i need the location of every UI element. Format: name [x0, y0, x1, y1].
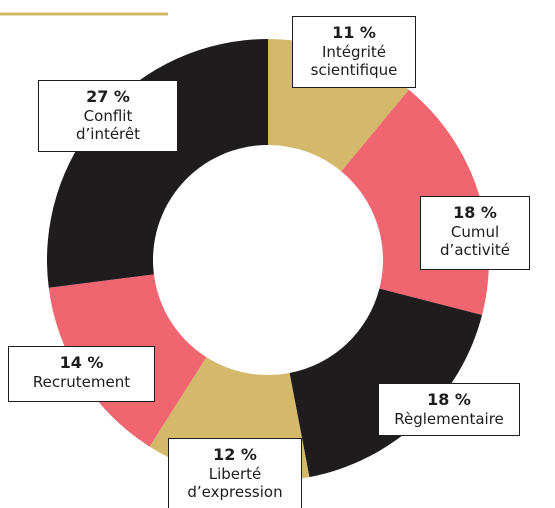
value-label: 27 %: [86, 87, 130, 106]
value-label: 12 %: [213, 445, 257, 464]
value-label: 18 %: [453, 203, 497, 222]
category-label: Intégrité: [321, 43, 386, 61]
donut-segment: [46, 39, 268, 288]
segment-label: 11 % Intégrité scientifique: [292, 16, 416, 88]
value-label: 14 %: [59, 353, 104, 372]
category-label: Liberté: [208, 465, 262, 483]
category-label: Recrutement: [32, 373, 131, 391]
donut-segment: [289, 288, 483, 478]
value-label: 18 %: [427, 390, 471, 409]
segment-label: 18 % Cumul d’activité: [420, 196, 530, 270]
segment-label: 27 % Conflit d’intérêt: [38, 80, 178, 152]
category-label: d’intérêt: [75, 125, 141, 143]
segment-label: 18 % Règlementaire: [378, 383, 520, 436]
category-label: d’expression: [187, 483, 283, 501]
category-label: Règlementaire: [394, 410, 504, 428]
category-label: Cumul: [450, 223, 500, 241]
category-label: scientifique: [310, 61, 398, 79]
category-label: Conflit: [83, 107, 133, 125]
segment-label: 12 % Liberté d’expression: [168, 438, 302, 508]
category-label: d’activité: [440, 241, 510, 259]
segment-label: 14 % Recrutement: [8, 346, 155, 402]
value-label: 11 %: [332, 23, 376, 42]
